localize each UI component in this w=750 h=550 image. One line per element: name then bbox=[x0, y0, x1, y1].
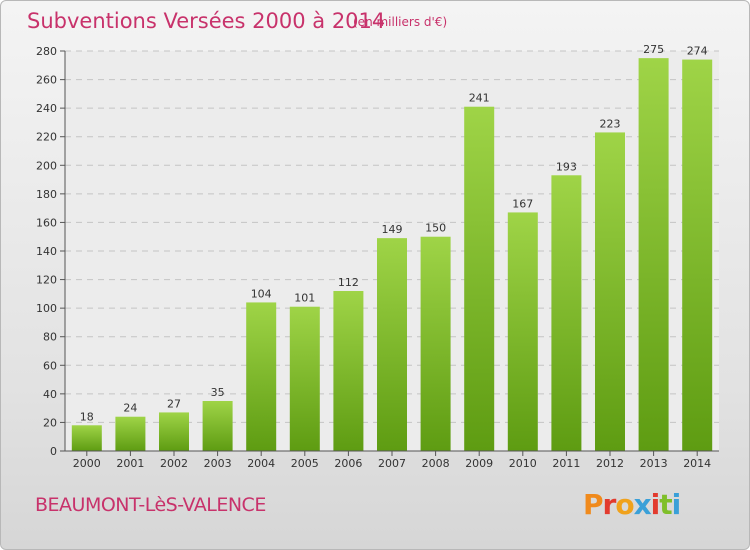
bar bbox=[507, 212, 538, 451]
data-label: 167 bbox=[512, 197, 533, 210]
data-label: 274 bbox=[687, 45, 708, 58]
y-tick-label: 60 bbox=[43, 359, 57, 372]
y-tick-label: 220 bbox=[36, 131, 57, 144]
logo-letter: i bbox=[671, 488, 682, 521]
x-tick-label: 2013 bbox=[640, 457, 668, 470]
y-tick-label: 0 bbox=[50, 445, 57, 458]
data-label: 223 bbox=[600, 117, 621, 130]
x-tick-label: 2011 bbox=[552, 457, 580, 470]
x-tick-label: 2014 bbox=[683, 457, 711, 470]
x-tick-label: 2006 bbox=[334, 457, 362, 470]
data-label: 18 bbox=[80, 410, 94, 423]
x-tick-label: 2012 bbox=[596, 457, 624, 470]
y-tick-label: 120 bbox=[36, 274, 57, 287]
x-tick-label: 2000 bbox=[73, 457, 101, 470]
data-label: 24 bbox=[123, 402, 137, 415]
data-label: 275 bbox=[643, 43, 664, 56]
bar bbox=[159, 412, 189, 451]
y-tick-label: 200 bbox=[36, 159, 57, 172]
bar bbox=[464, 106, 495, 451]
y-tick-label: 180 bbox=[36, 188, 57, 201]
data-label: 149 bbox=[382, 223, 403, 236]
data-label: 101 bbox=[294, 292, 315, 305]
x-tick-label: 2008 bbox=[422, 457, 450, 470]
data-label: 193 bbox=[556, 160, 577, 173]
data-label: 112 bbox=[338, 276, 359, 289]
x-tick-label: 2005 bbox=[291, 457, 319, 470]
bar bbox=[377, 238, 407, 451]
chart-title: Subventions Versées 2000 à 2014 bbox=[27, 9, 386, 33]
y-tick-label: 160 bbox=[36, 216, 57, 229]
proxiti-logo[interactable]: Proxiti bbox=[583, 488, 682, 521]
data-label: 35 bbox=[211, 386, 225, 399]
axes: 0 20 40 60 80 100 120 140 160 180 200 220 240 260 280 2… bbox=[36, 45, 719, 470]
y-tick-label: 240 bbox=[36, 102, 57, 115]
bar bbox=[289, 306, 320, 451]
x-tick-label: 2003 bbox=[204, 457, 232, 470]
data-label: 27 bbox=[167, 397, 181, 410]
y-tick-label: 140 bbox=[36, 245, 57, 258]
x-tick-label: 2009 bbox=[465, 457, 493, 470]
x-tick-label: 2007 bbox=[378, 457, 406, 470]
bar bbox=[115, 416, 146, 451]
y-tick-label: 280 bbox=[36, 45, 57, 58]
commune-name: BEAUMONT-LèS-VALENCE bbox=[35, 494, 266, 516]
y-tick-label: 20 bbox=[43, 416, 57, 429]
logo-letter: r bbox=[602, 488, 617, 521]
logo-letter: P bbox=[583, 488, 604, 521]
chart-unit-note: (en milliers d'€) bbox=[353, 15, 448, 29]
logo-letter: o bbox=[615, 488, 634, 521]
data-label: 241 bbox=[469, 92, 490, 105]
y-tick-label: 100 bbox=[36, 302, 57, 315]
bar bbox=[551, 175, 582, 452]
bar bbox=[202, 401, 233, 451]
bar bbox=[333, 291, 364, 451]
bar bbox=[420, 236, 451, 451]
x-tick-label: 2010 bbox=[509, 457, 537, 470]
x-tick-label: 2002 bbox=[160, 457, 188, 470]
logo-letter: x bbox=[633, 488, 652, 521]
logo-letter: i bbox=[650, 488, 661, 521]
data-label: 104 bbox=[251, 287, 272, 300]
y-tick-label: 260 bbox=[36, 74, 57, 87]
y-tick-label: 80 bbox=[43, 331, 57, 344]
bar bbox=[638, 58, 669, 452]
data-label: 150 bbox=[425, 222, 446, 235]
bar bbox=[246, 302, 277, 451]
logo-letter: t bbox=[659, 488, 672, 521]
bar bbox=[595, 132, 625, 451]
x-tick-label: 2004 bbox=[247, 457, 275, 470]
y-tick-label: 40 bbox=[43, 388, 57, 401]
bar bbox=[71, 425, 102, 451]
bars: 18 24 27 35 104 101 112 149 150 241 167 193 223 275 27… bbox=[71, 43, 713, 452]
bar bbox=[682, 59, 713, 451]
x-tick-label: 2001 bbox=[116, 457, 144, 470]
